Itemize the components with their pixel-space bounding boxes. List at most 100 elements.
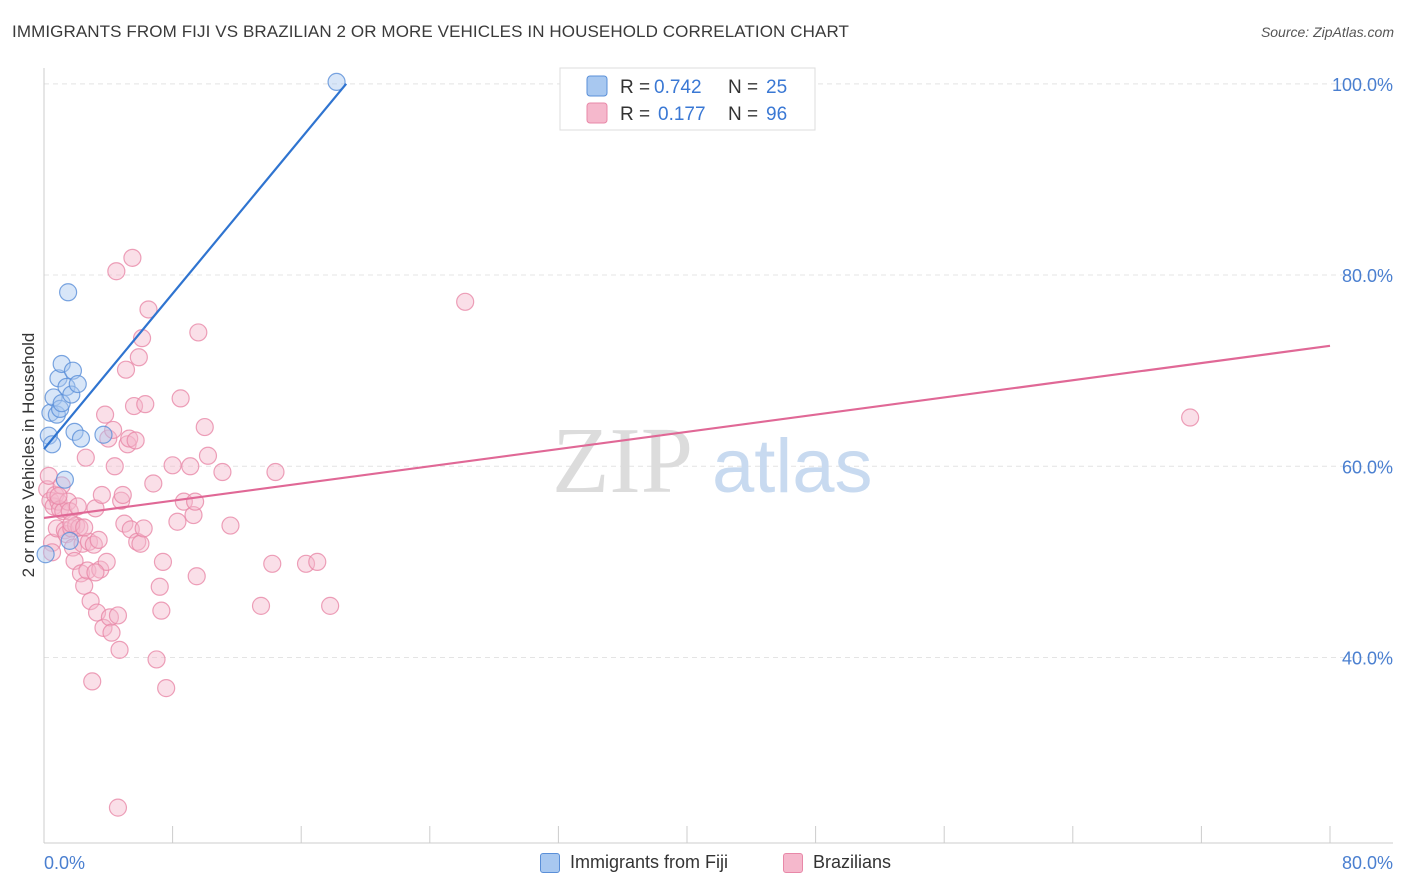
grid-lines [44, 83, 1393, 659]
brazilians-point [456, 292, 475, 311]
stats-legend: R = 0.742 N = 25 R = 0.177 N = 96 [559, 67, 816, 131]
brazilians-point [42, 543, 62, 562]
brazilians-point [68, 497, 87, 516]
brazilians-point [92, 485, 111, 505]
fiji-point [62, 385, 81, 404]
brazilians-point [116, 360, 136, 379]
stats-legend-r-value-brazilians: 0.177 [658, 104, 706, 125]
brazilians-point [1181, 408, 1200, 427]
watermark-atlas: atlas [712, 424, 873, 509]
brazilians-point [123, 248, 142, 267]
fiji-point [59, 283, 78, 302]
fiji-point [52, 354, 71, 374]
y-tick-label-40: 40.0% [1342, 649, 1393, 669]
fiji-point [60, 531, 79, 550]
brazilians-point [263, 554, 282, 573]
brazilians-point [308, 552, 327, 571]
brazilians-point [189, 323, 208, 342]
brazilians-point [110, 640, 129, 659]
y-axis-tick-labels: 40.0% 60.0% 80.0% 100.0% [1332, 75, 1393, 669]
fiji-point [36, 545, 55, 564]
brazilians-point [251, 596, 271, 615]
fiji-points [36, 72, 346, 564]
brazilians-point [107, 262, 126, 281]
brazilians-point [105, 457, 124, 476]
legend-swatch-fiji [540, 852, 560, 873]
watermark-zip: ZIP [552, 409, 693, 513]
brazilians-point [131, 534, 150, 553]
chart-title: IMMIGRANTS FROM FIJI VS BRAZILIAN 2 OR M… [12, 22, 849, 41]
y-tick-label-80: 80.0% [1342, 266, 1393, 286]
fiji-trend-line [43, 83, 348, 450]
brazilians-point [120, 429, 139, 448]
brazilians-point [213, 462, 232, 482]
stats-legend-n-value-brazilians: 96 [766, 104, 787, 125]
brazilians-point [136, 395, 155, 414]
stats-legend-r-value-fiji: 0.742 [654, 77, 702, 98]
stats-legend-n-value-fiji: 25 [766, 77, 787, 98]
brazilians-point [104, 420, 123, 440]
fiji-point [47, 405, 66, 424]
legend-swatch-brazilians [783, 852, 803, 873]
brazilians-point [168, 512, 187, 531]
fiji-point [68, 374, 87, 394]
brazilians-point [147, 650, 166, 669]
x-tick-label-min: 0.0% [44, 853, 85, 873]
stats-legend-swatch-brazilians [586, 102, 608, 124]
brazilians-point [134, 519, 153, 538]
brazilians-point [52, 476, 71, 495]
brazilians-point [113, 485, 132, 505]
brazilians-point [42, 533, 62, 552]
x-axis-ticks [43, 826, 1331, 843]
brazilians-point [184, 505, 203, 525]
brazilians-point [81, 591, 100, 611]
stats-legend-n-label-fiji: N = [728, 77, 758, 98]
brazilians-point [49, 486, 68, 506]
fiji-point [327, 72, 346, 92]
fiji-point [94, 425, 113, 444]
fiji-point [42, 435, 62, 454]
brazilians-point [75, 576, 94, 595]
brazilians-points [38, 248, 1200, 817]
brazilians-point [296, 554, 316, 573]
brazilians-point [144, 474, 163, 493]
x-tick-label-max: 80.0% [1342, 853, 1393, 873]
source-label: Source: ZipAtlas.com [1260, 24, 1394, 40]
brazilians-point [195, 417, 214, 437]
legend-label-brazilians: Brazilians [813, 852, 892, 872]
brazilians-point [187, 567, 206, 586]
legend-label-fiji: Immigrants from Fiji [570, 852, 729, 872]
brazilians-point [139, 300, 158, 319]
fiji-point [71, 429, 91, 448]
y-tick-label-60: 60.0% [1342, 457, 1393, 477]
brazilians-point [108, 606, 128, 625]
stats-legend-r-label-brazilians: R = [620, 104, 650, 125]
brazilians-point [126, 431, 145, 450]
brazilians-point [129, 348, 148, 367]
brazilians-point [152, 601, 171, 620]
watermark: ZIP atlas [552, 409, 873, 513]
brazilians-point [75, 518, 94, 537]
brazilians-point [153, 552, 173, 571]
brazilians-point [102, 623, 121, 642]
brazilians-point [163, 456, 182, 475]
legend-item-brazilians: Brazilians [783, 852, 891, 873]
brazilians-point [181, 457, 200, 476]
legend-item-fiji: Immigrants from Fiji [540, 852, 728, 873]
brazilians-point [108, 798, 128, 817]
fiji-point [63, 361, 83, 380]
brazilians-point [150, 577, 169, 596]
y-tick-label-100: 100.0% [1332, 75, 1393, 95]
bottom-legend: Immigrants from Fiji Brazilians [0, 852, 1406, 880]
brazilians-point [186, 492, 205, 511]
brazilians-point [171, 389, 190, 408]
brazilians-point [97, 552, 116, 571]
fiji-point [65, 422, 84, 441]
brazilians-point [198, 446, 218, 465]
brazilians-point [124, 396, 144, 416]
brazilians-point [157, 679, 176, 698]
brazilians-point [321, 596, 340, 615]
brazilians-point [221, 516, 240, 535]
brazilians-point [86, 563, 105, 582]
